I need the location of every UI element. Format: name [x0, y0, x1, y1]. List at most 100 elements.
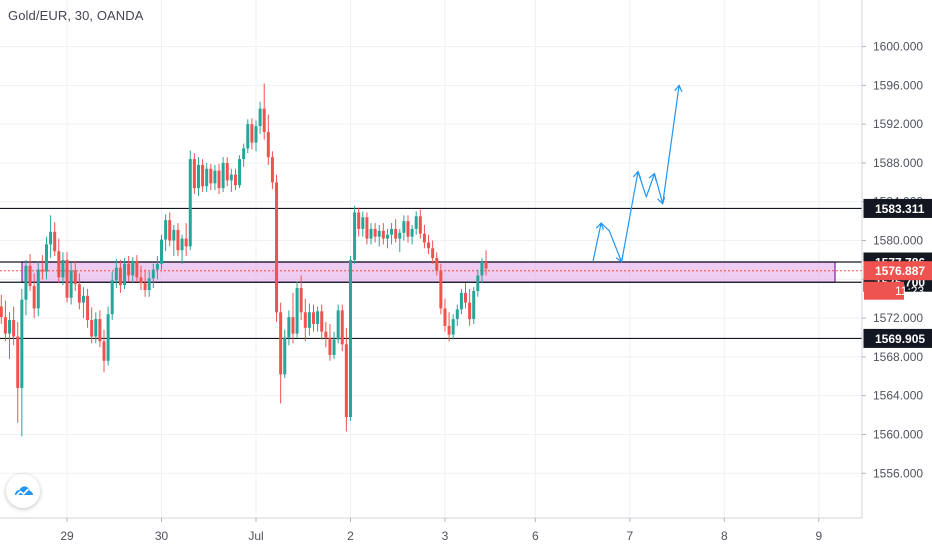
candle-body	[287, 317, 291, 338]
y-tick-label: 1596.000	[873, 78, 923, 92]
candle-body	[77, 284, 81, 303]
candle-body	[480, 261, 484, 276]
candle-body	[102, 341, 106, 361]
candle-body	[431, 248, 435, 258]
candle-body	[69, 270, 73, 298]
candle-body	[484, 261, 488, 269]
candle-body	[381, 230, 385, 239]
candle-body	[344, 344, 348, 418]
y-tick-label: 1592.000	[873, 117, 923, 131]
candle-body	[221, 162, 225, 189]
candle-body	[394, 228, 398, 239]
candle-body	[451, 319, 455, 335]
candle-body	[361, 217, 365, 229]
price-level-label: 1583.311	[875, 202, 925, 216]
candle-body	[270, 157, 274, 183]
candle-body	[192, 159, 196, 189]
candle-body	[328, 337, 332, 355]
y-tick-label: 1588.000	[873, 156, 923, 170]
sr-zone-rectangle[interactable]	[21, 261, 836, 283]
candle-body	[299, 288, 303, 313]
current-price-label: 1576.887	[875, 264, 925, 278]
candle-body	[266, 131, 270, 158]
candle-body	[418, 216, 422, 234]
candle-body	[348, 259, 352, 418]
candle-body	[164, 220, 168, 240]
candle-body	[127, 263, 131, 276]
candle-body	[390, 228, 394, 235]
candle-body	[81, 295, 85, 303]
candle-body	[155, 263, 159, 270]
candle-body	[12, 320, 16, 337]
candle-body	[472, 290, 476, 320]
candle-body	[196, 164, 200, 189]
candle-body	[340, 310, 344, 345]
candle-body	[16, 336, 20, 388]
candle-body	[365, 217, 369, 239]
x-tick-label: Jul	[248, 529, 263, 543]
candle-body	[53, 231, 57, 252]
candle-body	[209, 168, 213, 184]
candle-body	[188, 159, 192, 247]
candle-body	[258, 108, 262, 127]
candle-body	[143, 283, 147, 290]
x-tick-label: 6	[532, 529, 539, 543]
tradingview-logo[interactable]	[6, 474, 40, 508]
candle-body	[439, 270, 443, 309]
candle-body	[201, 164, 205, 187]
candle-body	[312, 312, 316, 324]
candle-body	[57, 251, 61, 278]
candle-body	[61, 259, 65, 278]
candle-body	[464, 292, 468, 303]
candle-body	[476, 275, 480, 291]
candle-body	[369, 228, 373, 239]
candle-body	[3, 317, 7, 334]
y-tick-label: 1600.000	[873, 40, 923, 54]
candle-body	[36, 269, 40, 309]
candle-body	[94, 319, 98, 337]
candle-body	[455, 309, 459, 320]
candle-body	[295, 288, 299, 334]
y-tick-label: 1560.000	[873, 427, 923, 441]
time-axis[interactable]	[0, 518, 862, 550]
y-tick-label: 1568.000	[873, 350, 923, 364]
candle-body	[123, 263, 127, 286]
candle-body	[131, 260, 135, 276]
candle-body	[110, 280, 114, 315]
countdown-bg	[864, 281, 904, 300]
candle-body	[336, 310, 340, 340]
y-tick-label: 1564.000	[873, 389, 923, 403]
candle-body	[176, 229, 180, 251]
candle-body	[20, 299, 24, 388]
candle-body	[160, 239, 164, 264]
candle-body	[254, 126, 258, 143]
candle-body	[406, 221, 410, 237]
price-level-label: 1569.905	[875, 332, 925, 346]
candle-body	[24, 265, 28, 300]
x-tick-label: 7	[626, 529, 633, 543]
candle-body	[172, 229, 176, 241]
candle-body	[385, 234, 389, 239]
candle-body	[225, 162, 229, 181]
projection-arrowhead	[632, 170, 642, 179]
candle-body	[468, 302, 472, 320]
candle-body	[353, 212, 357, 260]
candle-body	[303, 312, 307, 328]
symbol-title: Gold/EUR, 30, OANDA	[8, 8, 144, 23]
candle-body	[324, 331, 328, 338]
candle-body	[246, 124, 250, 149]
candle-body	[73, 270, 77, 285]
x-tick-label: 3	[442, 529, 449, 543]
candle-body	[0, 306, 3, 318]
candle-body	[65, 259, 69, 298]
candle-body	[427, 242, 431, 249]
candle-body	[443, 308, 447, 326]
y-tick-label: 1572.000	[873, 311, 923, 325]
candle-body	[49, 231, 53, 245]
candle-body	[213, 170, 217, 184]
candle-body	[180, 238, 184, 251]
candle-body	[398, 232, 402, 239]
candle-body	[86, 295, 90, 321]
